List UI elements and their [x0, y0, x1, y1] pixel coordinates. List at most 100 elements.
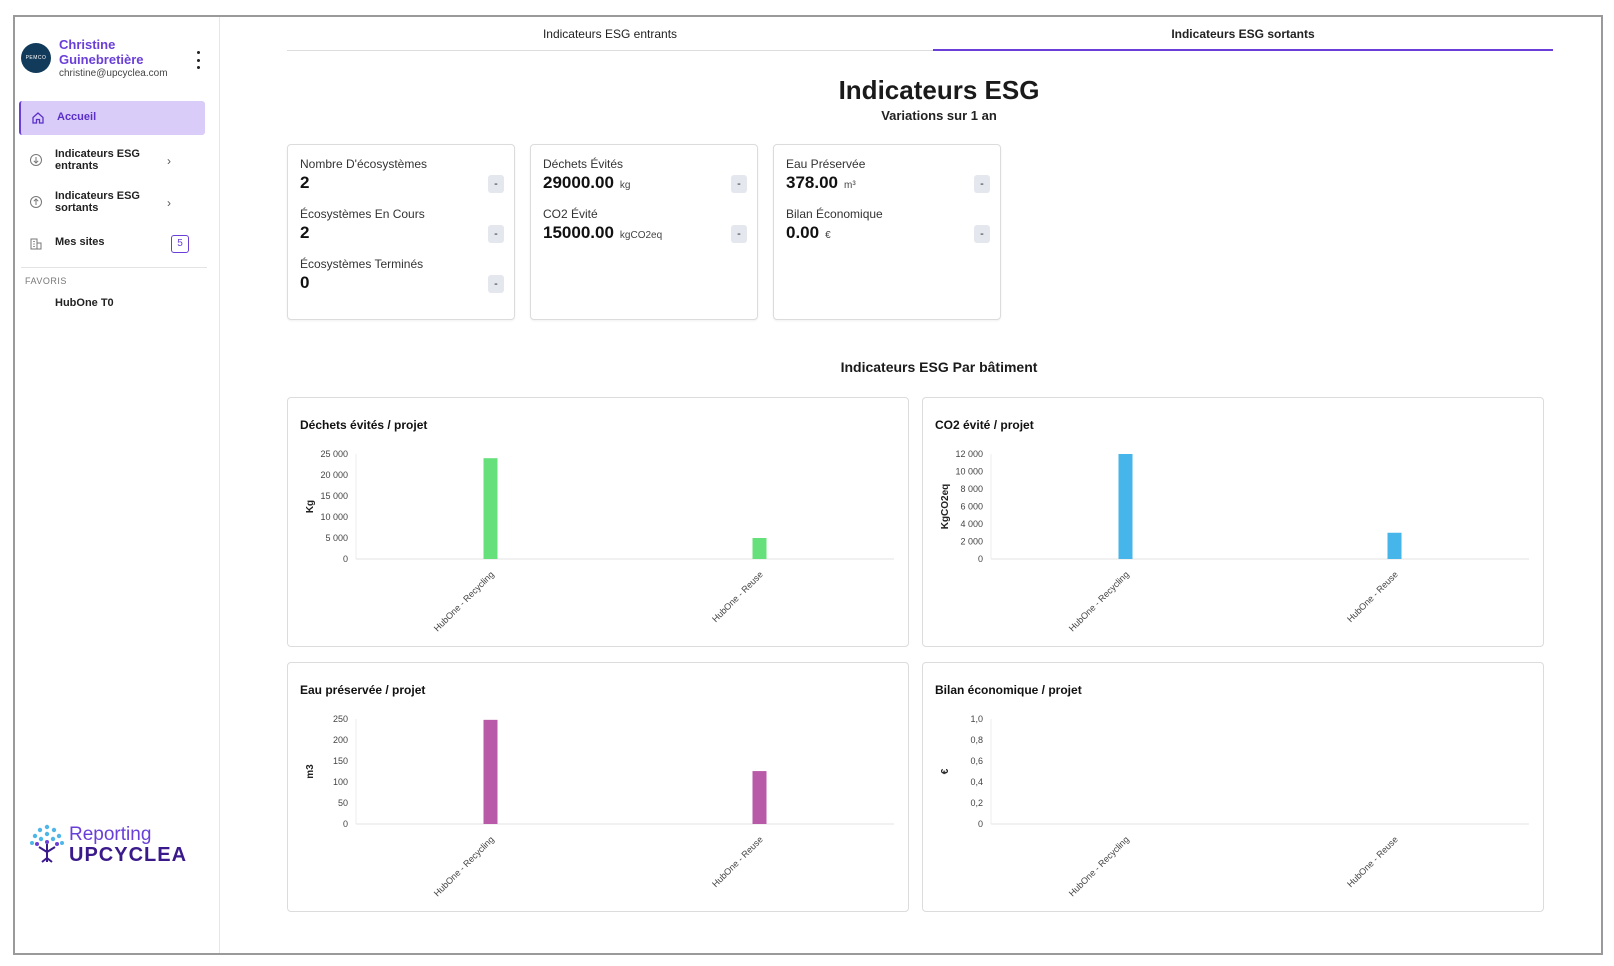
sidebar-item-indicateurs-entrants[interactable]: Indicateurs ESG entrants ›	[19, 143, 205, 177]
kpi-value: 0	[300, 273, 310, 292]
chart-card-bilan: Bilan économique / projet 0 0,2 0,4 0,6 0,8 1…	[922, 662, 1544, 912]
x-tick-label: HubOne - Recycling	[1067, 569, 1131, 633]
kpi-metric: Déchets Évités 29000.00 kg -	[543, 157, 747, 197]
y-tick-label: 25 000	[320, 449, 348, 459]
bar	[1387, 532, 1402, 559]
user-name: Christine Guinebretière	[59, 37, 144, 67]
chart-title: Eau préservée / projet	[300, 683, 426, 697]
sidebar-item-indicateurs-sortants[interactable]: Indicateurs ESG sortants ›	[19, 185, 205, 219]
kpi-number: 15000.00	[543, 223, 614, 242]
home-icon	[32, 112, 44, 124]
y-tick-label: 15 000	[320, 491, 348, 501]
chart-co2: 0 2 000 4 000 6 000 8 000 10 000 12 000 KgCO2eq…	[940, 449, 1529, 633]
kpi-value: 15000.00 kgCO2eq	[543, 223, 747, 243]
y-tick-label: 0,6	[970, 756, 983, 766]
tab-indicateurs-sortants[interactable]: Indicateurs ESG sortants	[933, 17, 1553, 51]
y-tick-label: 20 000	[320, 470, 348, 480]
kpi-unit: kgCO2eq	[619, 230, 663, 241]
kpi-card-eau-bilan: Eau Préservée 378.00 m³ - Bilan Économiqu…	[773, 144, 1001, 320]
y-axis-label: €	[940, 768, 951, 774]
change-badge: -	[974, 225, 990, 243]
y-tick-label: 200	[333, 735, 348, 745]
kpi-card-ecosystemes: Nombre D'écosystèmes 2 - Écosystèmes En …	[287, 144, 515, 320]
y-tick-label: 4 000	[960, 519, 983, 529]
y-axis-label: m3	[305, 764, 316, 779]
y-tick-label: 150	[333, 756, 348, 766]
kpi-label: Bilan Économique	[786, 207, 883, 221]
kpi-metric: Écosystèmes Terminés 0 -	[300, 257, 504, 297]
bar	[483, 458, 498, 559]
x-tick-label: HubOne - Reuse	[710, 834, 765, 889]
chart-dechets: 0 5 000 10 000 15 000 20 000 25 000 Kg HubOne -…	[305, 449, 894, 633]
upcyclea-logo: Reporting UPCYCLEA	[27, 822, 207, 866]
bar	[752, 538, 767, 559]
page-subtitle: Variations sur 1 an	[881, 108, 997, 123]
sidebar-item-accueil[interactable]: Accueil	[19, 101, 205, 135]
chart-card-eau: Eau préservée / projet 0 50 100 150 200 250 m3…	[287, 662, 909, 912]
kpi-unit: kg	[619, 180, 631, 191]
change-badge: -	[731, 175, 747, 193]
chart-title: CO2 évité / projet	[935, 418, 1034, 432]
kpi-label: Écosystèmes Terminés	[300, 257, 424, 271]
favorites-title: FAVORIS	[25, 276, 67, 286]
more-vertical-icon[interactable]	[193, 51, 203, 69]
sidebar-item-label: Mes sites	[55, 236, 105, 248]
chevron-right-icon: ›	[167, 154, 171, 168]
change-badge: -	[488, 225, 504, 243]
kpi-number: 29000.00	[543, 173, 614, 192]
kpi-metric: Bilan Économique 0.00 € -	[786, 207, 990, 247]
tree-icon	[30, 824, 64, 863]
kpi-label: Écosystèmes En Cours	[300, 207, 425, 221]
y-tick-label: 0,8	[970, 735, 983, 745]
y-tick-label: 0,2	[970, 798, 983, 808]
user-email: christine@upcyclea.com	[59, 68, 168, 79]
kpi-metric: Écosystèmes En Cours 2 -	[300, 207, 504, 247]
kpi-label: Nombre D'écosystèmes	[300, 157, 427, 171]
y-tick-label: 2 000	[960, 537, 983, 547]
change-badge: -	[974, 175, 990, 193]
y-tick-label: 0	[343, 819, 348, 829]
x-tick-label: HubOne - Reuse	[1345, 834, 1400, 889]
favorite-item[interactable]: HubOne T0	[55, 297, 114, 309]
y-tick-label: 100	[333, 777, 348, 787]
change-badge: -	[488, 175, 504, 193]
y-tick-label: 250	[333, 714, 348, 724]
logo-text-upcyclea: UPCYCLEA	[69, 844, 188, 866]
user-profile: PEMCO Christine Guinebretière christine@…	[21, 37, 211, 81]
kpi-card-dechets-co2: Déchets Évités 29000.00 kg - CO2 Évité 15…	[530, 144, 758, 320]
kpi-value: 0.00 €	[786, 223, 990, 243]
sidebar-item-mes-sites[interactable]: Mes sites 5	[19, 227, 205, 261]
chart-eau: 0 50 100 150 200 250 m3 HubOne - Recycling HubOn…	[305, 714, 894, 898]
kpi-number: 378.00	[786, 173, 838, 192]
kpi-value: 29000.00 kg	[543, 173, 747, 193]
tab-bar: Indicateurs ESG entrants Indicateurs ESG…	[287, 17, 1553, 51]
x-tick-label: HubOne - Reuse	[710, 569, 765, 624]
count-badge: 5	[171, 235, 189, 253]
bar	[752, 771, 767, 824]
y-tick-label: 5 000	[325, 533, 348, 543]
kpi-value: 378.00 m³	[786, 173, 990, 193]
y-axis-label: KgCO2eq	[940, 484, 951, 530]
kpi-unit: €	[825, 230, 831, 241]
x-tick-label: HubOne - Reuse	[1345, 569, 1400, 624]
y-tick-label: 10 000	[320, 512, 348, 522]
kpi-value: 2	[300, 223, 310, 242]
kpi-unit: m³	[844, 180, 856, 191]
sidebar-item-label: Accueil	[57, 111, 97, 123]
tab-indicateurs-entrants[interactable]: Indicateurs ESG entrants	[542, 27, 678, 41]
logo-text-reporting: Reporting	[69, 824, 152, 845]
chart-bilan: 0 0,2 0,4 0,6 0,8 1,0 € HubOne - Recycling HubOn…	[940, 714, 1529, 898]
avatar[interactable]: PEMCO	[21, 43, 51, 73]
kpi-label: CO2 Évité	[543, 207, 598, 221]
y-tick-label: 10 000	[955, 467, 983, 477]
y-axis-label: Kg	[305, 500, 316, 513]
bar	[483, 719, 498, 824]
change-badge: -	[731, 225, 747, 243]
chevron-right-icon: ›	[167, 196, 171, 210]
sidebar-item-label: Indicateurs ESG entrants	[55, 148, 140, 172]
chart-title: Déchets évités / projet	[300, 418, 428, 432]
y-tick-label: 0	[978, 554, 983, 564]
divider	[21, 267, 207, 268]
kpi-label: Eau Préservée	[786, 157, 866, 171]
chart-title: Bilan économique / projet	[935, 683, 1082, 697]
